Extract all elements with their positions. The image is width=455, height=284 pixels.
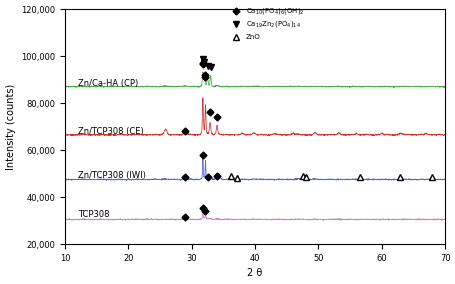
Text: Zn/Ca-HA (CP): Zn/Ca-HA (CP) bbox=[77, 79, 137, 88]
X-axis label: 2 θ: 2 θ bbox=[247, 268, 262, 278]
Text: Zn/TCP308 (IWI): Zn/TCP308 (IWI) bbox=[77, 172, 145, 181]
Text: Ca$_{19}$Zn$_2$(PO$_4$)$_{14}$: Ca$_{19}$Zn$_2$(PO$_4$)$_{14}$ bbox=[245, 19, 300, 29]
Text: TCP308: TCP308 bbox=[77, 210, 109, 219]
Text: ZnO: ZnO bbox=[245, 34, 260, 40]
Text: Zn/TCP308 (CE): Zn/TCP308 (CE) bbox=[77, 127, 143, 136]
Y-axis label: Intensity (counts): Intensity (counts) bbox=[5, 83, 15, 170]
Text: Ca$_{10}$(PO$_4$)$_6$(OH)$_2$: Ca$_{10}$(PO$_4$)$_6$(OH)$_2$ bbox=[245, 7, 303, 16]
